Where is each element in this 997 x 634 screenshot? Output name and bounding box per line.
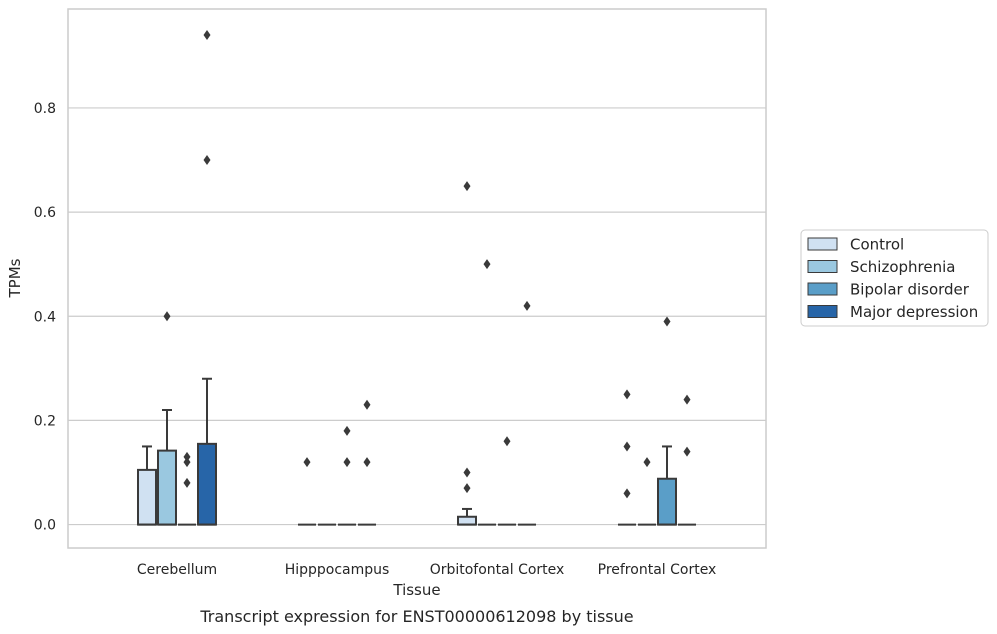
x-axis-ticks: Cerebellum Hipppocampus Orbitofontal Corte… <box>137 562 716 578</box>
box-bipolar-disorder <box>657 316 677 526</box>
outlier-point <box>363 457 371 468</box>
legend-swatch-schizophrenia <box>807 260 838 273</box>
box-bipolar-disorder <box>178 451 196 526</box>
outlier-point <box>303 457 311 468</box>
legend-swatch-control <box>807 237 838 251</box>
x-tick-label: Orbitofontal Cortex <box>430 562 565 578</box>
legend-label-bipolar-disorder: Bipolar disorder <box>850 281 970 299</box>
plot-area <box>67 8 767 549</box>
box-body <box>457 515 477 526</box>
outlier-point <box>623 488 631 499</box>
legend-label-control: Control <box>850 236 904 254</box>
x-tick-label: Cerebellum <box>137 562 217 578</box>
outlier-point <box>203 155 211 166</box>
outlier-point <box>683 446 691 457</box>
y-tick-label: 0.6 <box>34 205 56 221</box>
y-tick-label: 0.0 <box>34 518 56 534</box>
box-major-depression <box>518 300 536 526</box>
outlier-point <box>623 441 631 452</box>
x-axis-title: Tissue <box>392 581 440 599</box>
legend-label-schizophrenia: Schizophrenia <box>850 258 955 276</box>
legend-swatch-major-depression <box>807 305 838 318</box>
box-control <box>457 181 477 526</box>
outlier-point <box>683 394 691 405</box>
x-tick-label: Hipppocampus <box>285 562 390 578</box>
y-axis-ticks: 0.0 0.2 0.4 0.6 0.8 <box>34 101 56 534</box>
outlier-point <box>523 300 531 311</box>
box-major-depression <box>197 30 217 526</box>
box-body <box>197 442 217 526</box>
outlier-point <box>343 425 351 436</box>
outlier-point <box>643 457 651 468</box>
outlier-point <box>503 436 511 447</box>
box-major-depression <box>358 399 376 526</box>
legend-frame <box>800 229 989 327</box>
box-schizophrenia <box>157 311 177 526</box>
outlier-point <box>183 451 191 462</box>
box-body <box>157 449 177 526</box>
outlier-point <box>483 259 491 270</box>
y-tick-label: 0.8 <box>34 101 56 117</box>
legend-swatch-bipolar-disorder <box>807 282 838 296</box>
outlier-point <box>183 457 191 468</box>
box-schizophrenia <box>638 457 656 526</box>
box-control <box>618 389 636 526</box>
y-axis-title: TPMs <box>6 258 24 298</box>
y-tick-label: 0.2 <box>34 413 56 429</box>
outlier-point <box>363 399 371 410</box>
box-control <box>298 457 316 526</box>
outlier-point <box>463 467 471 478</box>
box-bipolar-disorder <box>498 436 516 526</box>
legend-label-major-depression: Major depression <box>850 303 978 321</box>
box-control <box>137 445 157 526</box>
box-schizophrenia <box>478 259 496 526</box>
box-major-depression <box>678 394 696 526</box>
box-body <box>137 468 157 526</box>
box-body <box>657 477 677 526</box>
outlier-point <box>623 389 631 400</box>
box-marks <box>137 30 696 526</box>
x-tick-label: Prefrontal Cortex <box>598 562 717 578</box>
outlier-point <box>343 457 351 468</box>
y-tick-label: 0.4 <box>34 309 56 325</box>
outlier-point <box>203 30 211 41</box>
outlier-point <box>163 311 171 322</box>
outlier-point <box>663 316 671 327</box>
box-bipolar-disorder <box>338 425 356 526</box>
outlier-point <box>463 181 471 192</box>
legend: Control Schizophrenia Bipolar disorder M… <box>800 229 989 327</box>
chart-caption: Transcript expression for ENST0000061209… <box>199 607 633 626</box>
outlier-point <box>463 483 471 494</box>
outlier-point <box>183 477 191 488</box>
